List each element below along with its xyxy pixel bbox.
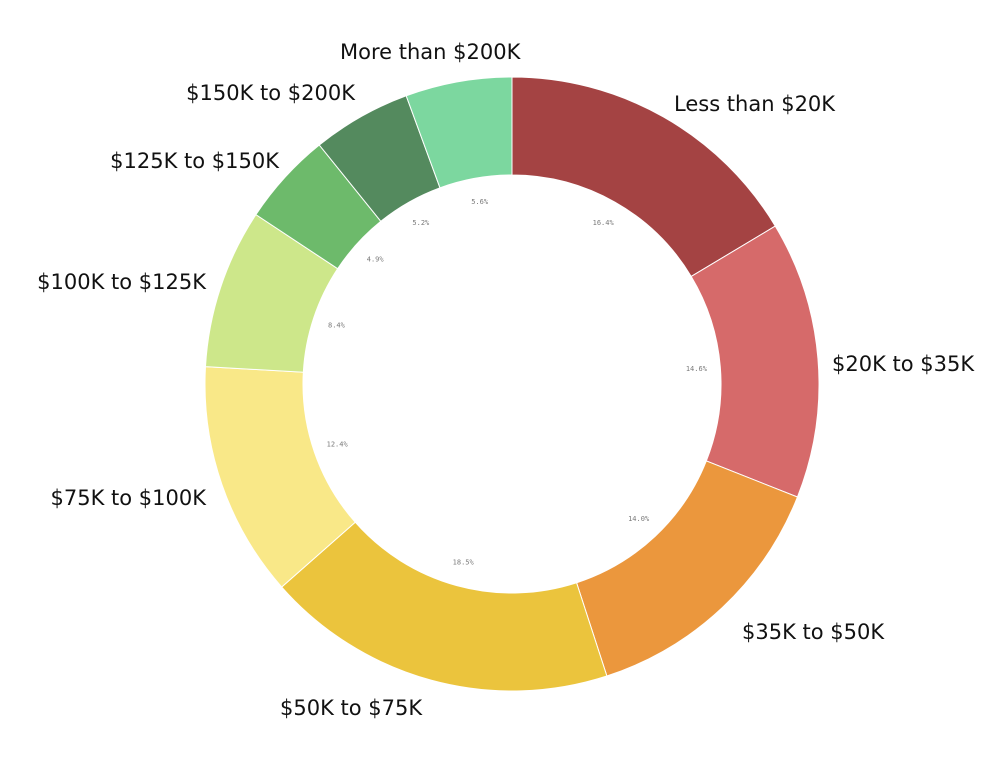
pct-label-less-than-20k: 16.4% xyxy=(593,219,615,227)
category-label-75k-to-100k: $75K to $100K xyxy=(50,486,207,510)
category-label-35k-to-50k: $35K to $50K xyxy=(742,620,885,644)
category-label-20k-to-35k: $20K to $35K xyxy=(832,352,975,376)
category-label-125k-to-150k: $125K to $150K xyxy=(110,149,280,173)
slice-20k-to-35k[interactable] xyxy=(690,225,820,498)
slice-more-than-200k[interactable] xyxy=(405,76,513,189)
category-labels: Less than $20K $20K to $35K $35K to $50K $5… xyxy=(37,40,975,720)
category-label-150k-to-200k: $150K to $200K xyxy=(186,81,356,105)
slice-50k-to-75k[interactable] xyxy=(281,521,608,692)
pct-label-125k-to-150k: 4.9% xyxy=(367,255,385,263)
pct-label-50k-to-75k: 18.5% xyxy=(453,558,475,566)
category-label-more-than-200k: More than $200K xyxy=(340,40,522,64)
pct-label-100k-to-125k: 8.4% xyxy=(328,322,346,330)
percentage-labels: 16.4% 14.6% 14.0% 18.5% 12.4% 8.4% 4.9% 5.2% 5.6… xyxy=(327,198,708,567)
pct-label-20k-to-35k: 14.6% xyxy=(686,365,708,373)
pct-label-150k-to-200k: 5.2% xyxy=(412,219,430,227)
pct-label-more-than-200k: 5.6% xyxy=(471,198,489,206)
category-label-100k-to-125k: $100K to $125K xyxy=(37,270,207,294)
donut-slices xyxy=(204,76,820,692)
category-label-50k-to-75k: $50K to $75K xyxy=(280,696,423,720)
pct-label-75k-to-100k: 12.4% xyxy=(327,440,349,448)
category-label-less-than-20k: Less than $20K xyxy=(674,92,836,116)
pct-label-35k-to-50k: 14.0% xyxy=(628,515,650,523)
